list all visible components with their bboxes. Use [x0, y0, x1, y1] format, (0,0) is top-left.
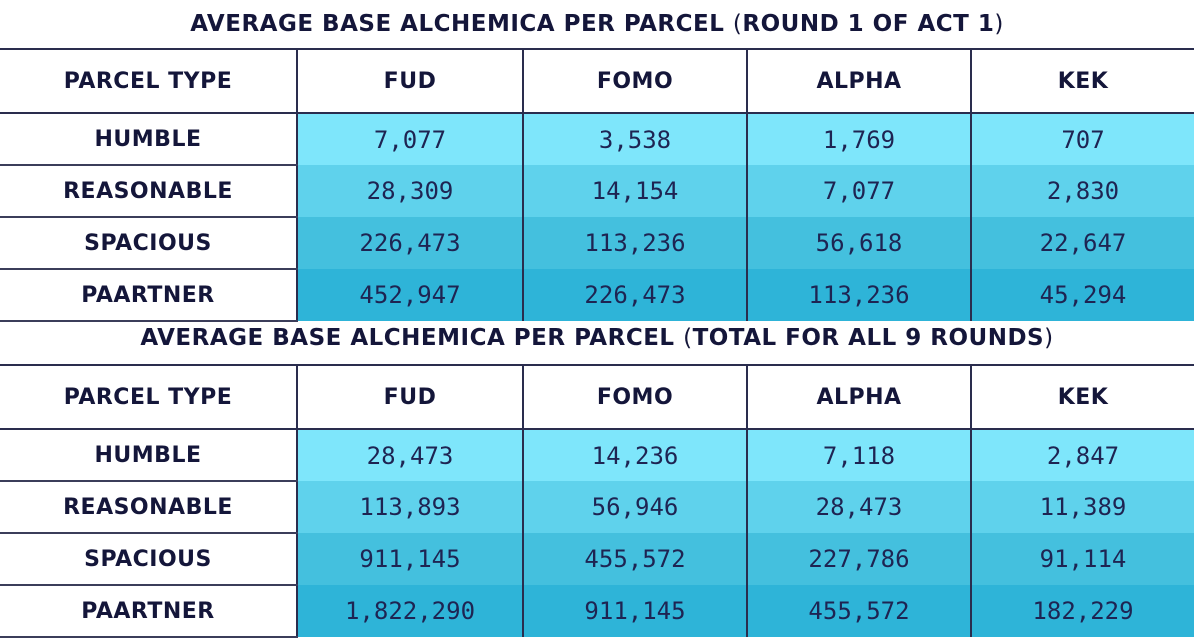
value-cell: 227,786	[746, 533, 971, 585]
header-alpha: ALPHA	[746, 364, 971, 430]
table-2-title-main: AVERAGE BASE ALCHEMICA PER PARCEL	[140, 325, 684, 351]
value-cell: 28,473	[746, 481, 971, 533]
value-cell: 707	[970, 113, 1194, 165]
header-alpha: ALPHA	[746, 48, 971, 114]
table-2-title-close-paren: )	[1044, 325, 1054, 351]
value-cell: 182,229	[970, 585, 1194, 637]
value-cell: 455,572	[746, 585, 971, 637]
table-row: REASONABLE 28,309 14,154 7,077 2,830	[0, 165, 1194, 218]
header-fomo: FOMO	[522, 48, 747, 114]
table-row: SPACIOUS 226,473 113,236 56,618 22,647	[0, 217, 1194, 270]
table-1-title-close-paren: )	[994, 11, 1004, 37]
table-row: REASONABLE 113,893 56,946 28,473 11,389	[0, 481, 1194, 534]
table-row: PAARTNER 1,822,290 911,145 455,572 182,2…	[0, 585, 1194, 638]
parcel-type-cell: SPACIOUS	[0, 217, 297, 270]
table-1-title: AVERAGE BASE ALCHEMICA PER PARCEL (ROUND…	[0, 6, 1194, 42]
table-row: SPACIOUS 911,145 455,572 227,786 91,114	[0, 533, 1194, 586]
value-cell: 56,946	[522, 481, 747, 533]
header-parcel-type: PARCEL TYPE	[0, 48, 297, 114]
value-cell: 7,077	[746, 165, 971, 217]
parcel-type-cell: HUMBLE	[0, 429, 297, 482]
parcel-type-cell: REASONABLE	[0, 481, 297, 534]
header-fomo: FOMO	[522, 364, 747, 430]
value-cell: 452,947	[296, 269, 523, 321]
value-cell: 3,538	[522, 113, 747, 165]
value-cell: 91,114	[970, 533, 1194, 585]
value-cell: 14,154	[522, 165, 747, 217]
table-row: HUMBLE 7,077 3,538 1,769 707	[0, 113, 1194, 166]
table-row: PAARTNER 452,947 226,473 113,236 45,294	[0, 269, 1194, 322]
table-1-title-open-paren: (	[732, 11, 743, 37]
value-cell: 45,294	[970, 269, 1194, 321]
table-2: PARCEL TYPE FUD FOMO ALPHA KEK HUMBLE 28…	[0, 364, 1194, 638]
value-cell: 2,830	[970, 165, 1194, 217]
value-cell: 7,118	[746, 429, 971, 481]
value-cell: 1,769	[746, 113, 971, 165]
value-cell: 113,236	[522, 217, 747, 269]
parcel-type-cell: PAARTNER	[0, 585, 297, 638]
value-cell: 113,893	[296, 481, 523, 533]
header-fud: FUD	[296, 364, 523, 430]
table-1: PARCEL TYPE FUD FOMO ALPHA KEK HUMBLE 7,…	[0, 48, 1194, 322]
table-1-title-main: AVERAGE BASE ALCHEMICA PER PARCEL	[190, 11, 733, 37]
header-kek: KEK	[970, 48, 1194, 114]
value-cell: 226,473	[522, 269, 747, 321]
value-cell: 28,309	[296, 165, 523, 217]
table-2-title-open-paren: (	[683, 325, 693, 351]
parcel-type-cell: PAARTNER	[0, 269, 297, 322]
table-row: HUMBLE 28,473 14,236 7,118 2,847	[0, 429, 1194, 482]
table-2-title: AVERAGE BASE ALCHEMICA PER PARCEL (TOTAL…	[0, 320, 1194, 356]
value-cell: 7,077	[296, 113, 523, 165]
value-cell: 226,473	[296, 217, 523, 269]
table-1-header-row: PARCEL TYPE FUD FOMO ALPHA KEK	[0, 48, 1194, 114]
parcel-type-cell: REASONABLE	[0, 165, 297, 218]
value-cell: 2,847	[970, 429, 1194, 481]
value-cell: 911,145	[522, 585, 747, 637]
value-cell: 22,647	[970, 217, 1194, 269]
value-cell: 28,473	[296, 429, 523, 481]
header-kek: KEK	[970, 364, 1194, 430]
value-cell: 11,389	[970, 481, 1194, 533]
value-cell: 911,145	[296, 533, 523, 585]
value-cell: 1,822,290	[296, 585, 523, 637]
header-fud: FUD	[296, 48, 523, 114]
value-cell: 56,618	[746, 217, 971, 269]
value-cell: 14,236	[522, 429, 747, 481]
value-cell: 113,236	[746, 269, 971, 321]
table-1-title-paren: ROUND 1 OF ACT 1	[742, 11, 995, 37]
table-2-title-paren: TOTAL FOR ALL 9 ROUNDS	[692, 325, 1045, 351]
parcel-type-cell: HUMBLE	[0, 113, 297, 166]
table-2-header-row: PARCEL TYPE FUD FOMO ALPHA KEK	[0, 364, 1194, 430]
value-cell: 455,572	[522, 533, 747, 585]
parcel-type-cell: SPACIOUS	[0, 533, 297, 586]
header-parcel-type: PARCEL TYPE	[0, 364, 297, 430]
